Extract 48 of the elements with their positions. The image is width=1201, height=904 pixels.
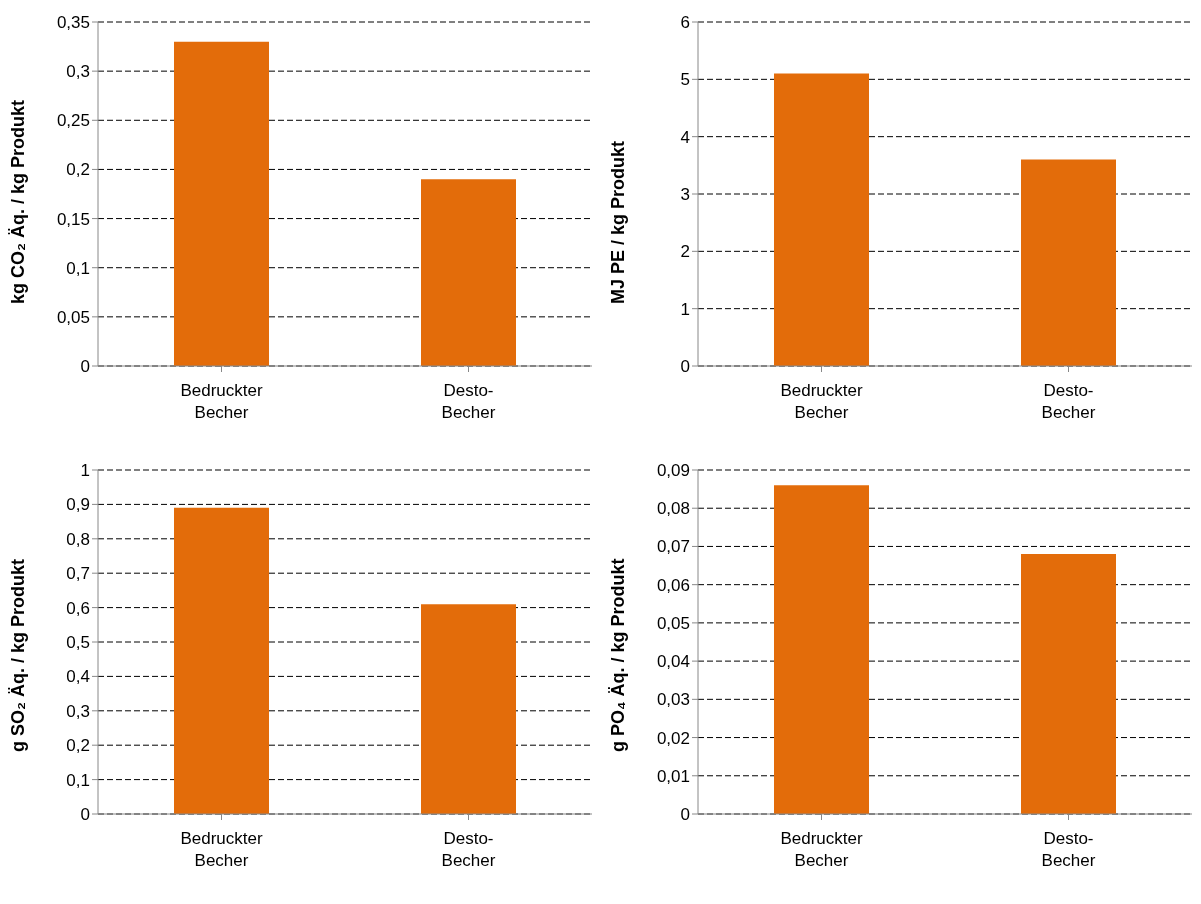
x-tick-label: Bedruckter Becher (180, 829, 263, 870)
y-tick-label: 1 (680, 299, 690, 319)
y-tick-label: 0,2 (66, 160, 90, 180)
y-axis-title: MJ PE / kg Produkt (608, 140, 629, 304)
y-tick-label: 3 (680, 185, 690, 205)
y-tick-label: 6 (680, 13, 690, 33)
x-tick-label: Bedruckter Becher (180, 381, 263, 422)
y-tick-label: 0 (80, 805, 90, 825)
y-tick-label: 0,3 (66, 62, 90, 82)
y-tick-label: 0,06 (656, 575, 690, 595)
y-tick-label: 0,05 (56, 307, 90, 327)
x-tick-label: Bedruckter Becher (780, 381, 863, 422)
y-tick-label: 0,05 (656, 613, 690, 633)
y-tick-label: 0,5 (66, 633, 90, 653)
y-tick-label: 0,1 (66, 770, 90, 790)
y-tick-label: 0,04 (656, 652, 690, 672)
x-tick-label: Desto-Becher (441, 381, 496, 422)
y-tick-label: 0,03 (656, 690, 690, 710)
y-tick-label: 0,08 (656, 499, 690, 519)
y-tick-label: 0,09 (656, 461, 690, 481)
x-tick-label: Desto-Becher (1041, 829, 1096, 870)
y-tick-label: 0,15 (56, 209, 90, 229)
y-tick-label: 0,01 (656, 766, 690, 786)
y-tick-label: 0,7 (66, 564, 90, 584)
y-axis-title: g PO₄ Äq. / kg Produkt (608, 558, 629, 752)
y-tick-label: 0,25 (56, 111, 90, 131)
y-axis-title: g SO₂ Äq. / kg Produkt (8, 558, 29, 752)
y-tick-label: 4 (680, 127, 690, 147)
y-tick-label: 5 (680, 70, 690, 90)
y-tick-label: 0,6 (66, 598, 90, 618)
y-tick-label: 0,4 (66, 667, 90, 687)
x-tick-label: Bedruckter Becher (780, 829, 863, 870)
y-tick-label: 0,2 (66, 736, 90, 756)
y-tick-label: 0,1 (66, 258, 90, 278)
y-tick-label: 0,35 (56, 13, 90, 33)
y-axis-title: kg CO₂ Äq. / kg Produkt (8, 99, 29, 304)
x-tick-label: Desto-Becher (1041, 381, 1096, 422)
y-tick-label: 1 (80, 461, 90, 481)
y-tick-label: 0 (680, 357, 690, 377)
y-tick-label: 0,02 (656, 728, 690, 748)
y-tick-label: 2 (680, 242, 690, 262)
y-tick-label: 0 (80, 357, 90, 377)
y-tick-label: 0 (680, 805, 690, 825)
y-tick-label: 0,9 (66, 495, 90, 515)
x-tick-label: Desto-Becher (441, 829, 496, 870)
y-tick-label: 0,8 (66, 529, 90, 549)
y-tick-label: 0,3 (66, 701, 90, 721)
y-tick-label: 0,07 (656, 537, 690, 557)
